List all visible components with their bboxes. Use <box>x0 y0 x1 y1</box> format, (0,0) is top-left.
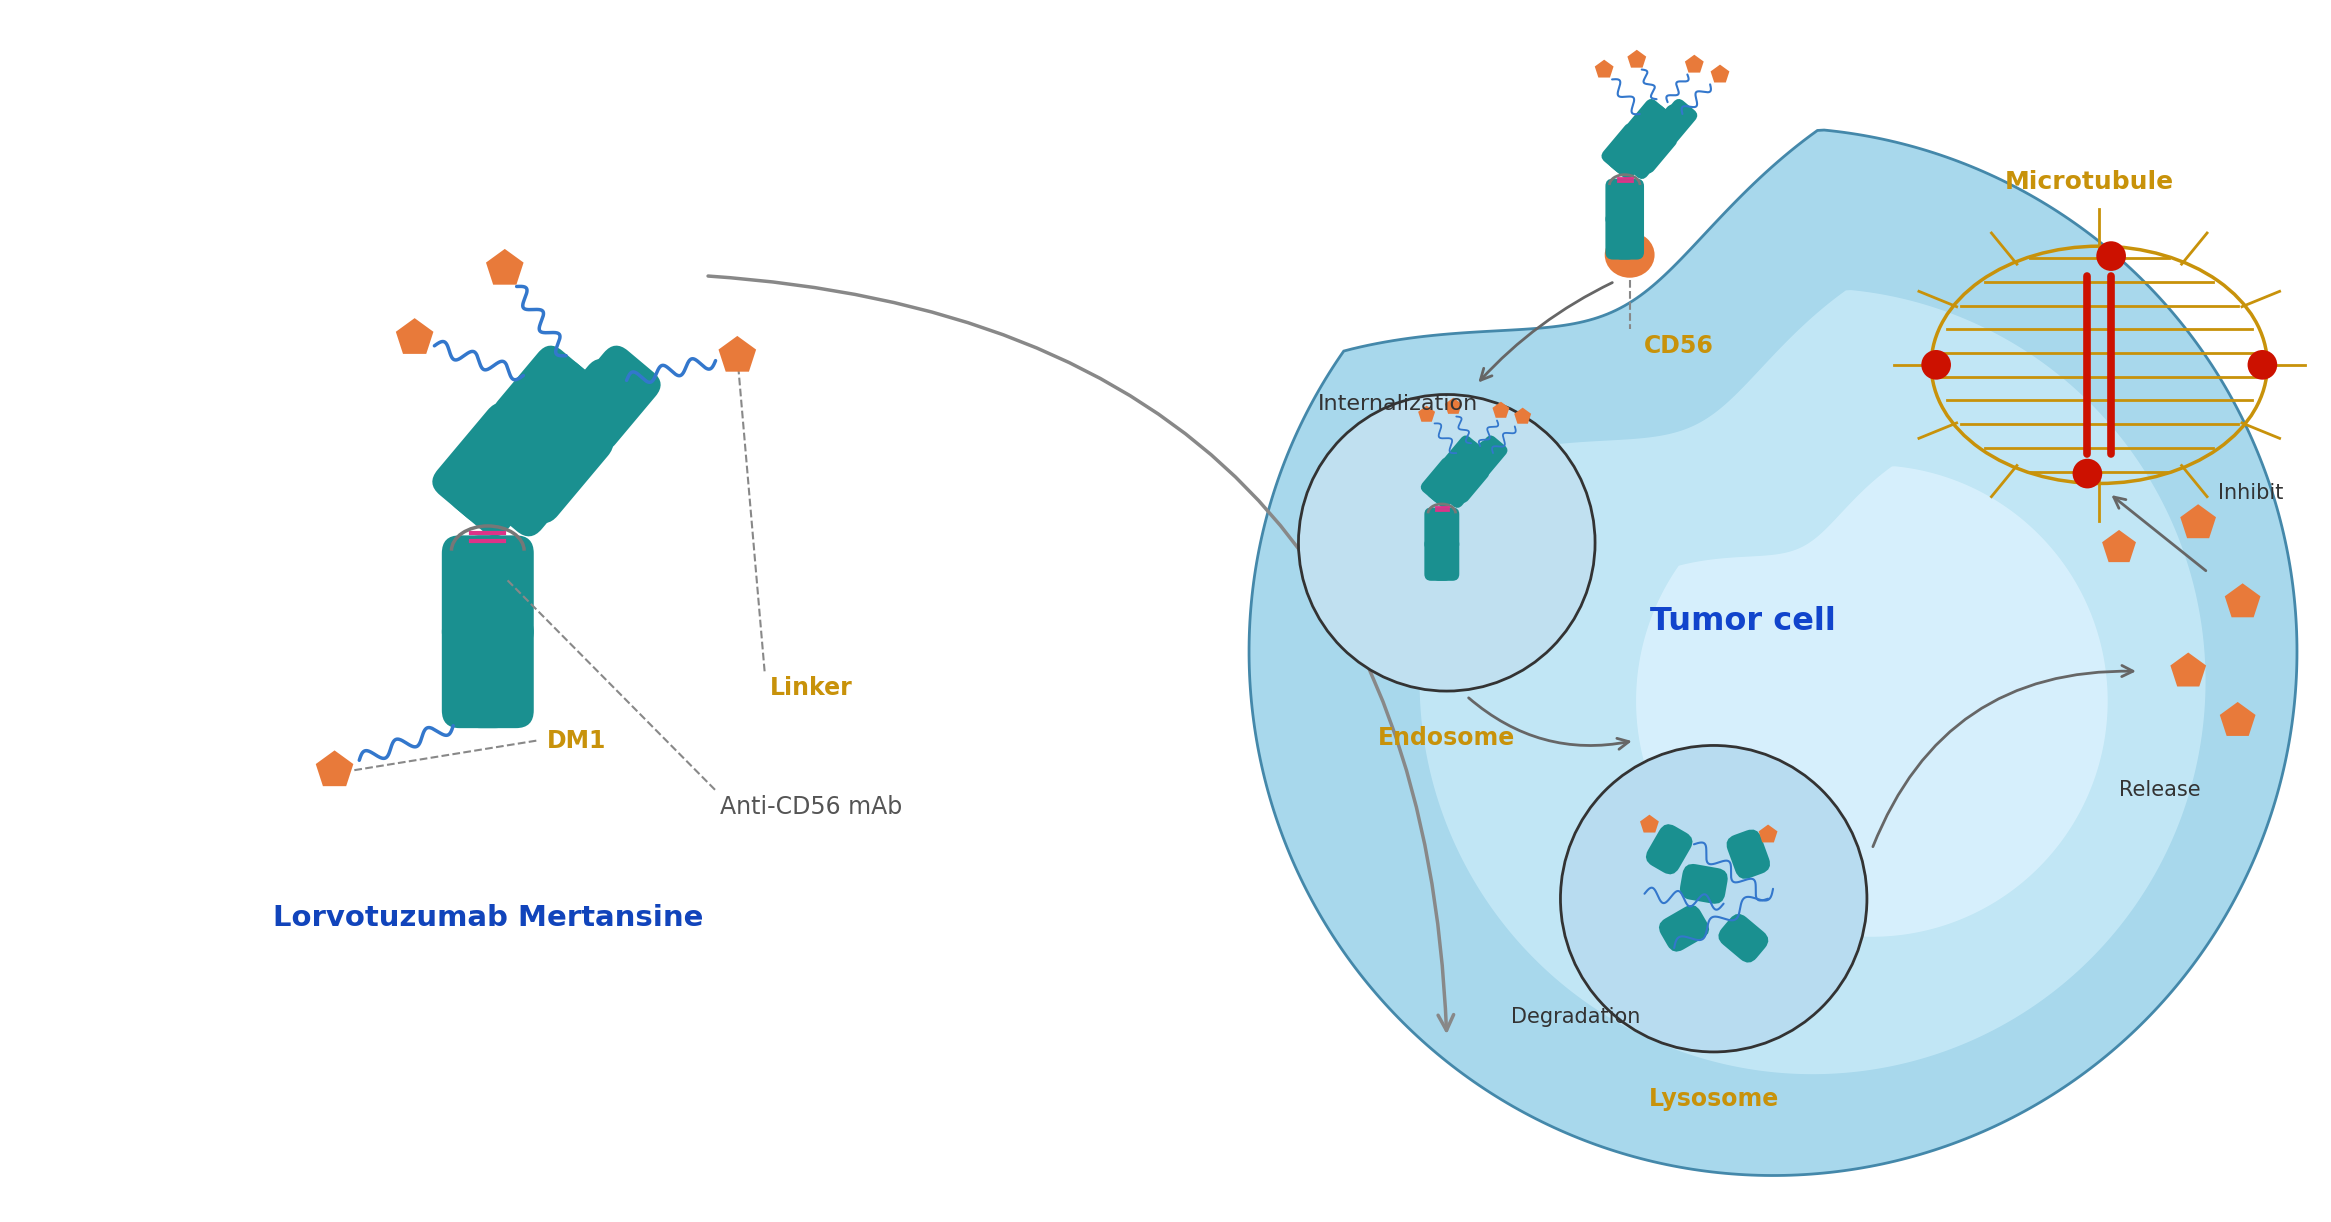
FancyBboxPatch shape <box>1727 830 1769 879</box>
FancyBboxPatch shape <box>1601 123 1650 174</box>
Text: Lorvotuzumab Mertansine: Lorvotuzumab Mertansine <box>273 904 704 932</box>
Polygon shape <box>1249 130 2296 1176</box>
FancyBboxPatch shape <box>1431 507 1459 551</box>
Text: Endosome: Endosome <box>1378 726 1515 749</box>
FancyBboxPatch shape <box>1431 538 1459 580</box>
Polygon shape <box>1445 397 1462 414</box>
FancyBboxPatch shape <box>443 615 513 728</box>
Polygon shape <box>2219 701 2256 736</box>
FancyBboxPatch shape <box>543 359 646 464</box>
FancyBboxPatch shape <box>559 346 660 451</box>
FancyBboxPatch shape <box>1450 440 1490 480</box>
Text: CD56: CD56 <box>1643 334 1713 358</box>
Polygon shape <box>1417 406 1436 422</box>
FancyBboxPatch shape <box>1646 824 1692 875</box>
Text: Inhibit: Inhibit <box>2217 484 2284 503</box>
FancyBboxPatch shape <box>1469 435 1508 475</box>
Polygon shape <box>1758 825 1779 842</box>
FancyBboxPatch shape <box>1613 211 1643 259</box>
FancyBboxPatch shape <box>1606 211 1636 259</box>
Polygon shape <box>396 318 434 354</box>
Polygon shape <box>1420 290 2205 1074</box>
FancyBboxPatch shape <box>1462 440 1501 480</box>
Text: Internalization: Internalization <box>1319 395 1478 414</box>
Text: DM1: DM1 <box>548 728 606 753</box>
Text: Degradation: Degradation <box>1510 1007 1641 1028</box>
FancyBboxPatch shape <box>499 402 613 523</box>
FancyBboxPatch shape <box>483 415 597 536</box>
Polygon shape <box>1627 50 1646 67</box>
Circle shape <box>2096 241 2126 271</box>
FancyBboxPatch shape <box>1606 178 1636 226</box>
Circle shape <box>2072 458 2103 489</box>
Polygon shape <box>1492 402 1510 418</box>
FancyBboxPatch shape <box>1627 99 1669 143</box>
FancyBboxPatch shape <box>508 359 611 464</box>
FancyBboxPatch shape <box>462 615 534 728</box>
Circle shape <box>1298 395 1594 692</box>
FancyBboxPatch shape <box>1427 462 1471 508</box>
Circle shape <box>2247 349 2277 380</box>
FancyBboxPatch shape <box>431 402 548 523</box>
FancyBboxPatch shape <box>1681 864 1727 904</box>
FancyBboxPatch shape <box>443 535 513 649</box>
FancyBboxPatch shape <box>1443 435 1483 475</box>
Polygon shape <box>1685 55 1704 72</box>
FancyBboxPatch shape <box>492 346 594 451</box>
FancyBboxPatch shape <box>1622 128 1671 180</box>
FancyBboxPatch shape <box>1629 123 1678 174</box>
FancyBboxPatch shape <box>1634 105 1676 149</box>
FancyBboxPatch shape <box>1660 906 1709 952</box>
FancyBboxPatch shape <box>1718 914 1769 963</box>
Polygon shape <box>2103 530 2135 562</box>
FancyBboxPatch shape <box>448 415 564 536</box>
Text: Anti-CD56 mAb: Anti-CD56 mAb <box>720 794 902 819</box>
Circle shape <box>1921 349 1951 380</box>
Polygon shape <box>1636 467 2107 937</box>
FancyBboxPatch shape <box>462 535 534 649</box>
FancyBboxPatch shape <box>1608 128 1657 180</box>
Polygon shape <box>2170 653 2205 687</box>
Circle shape <box>1559 745 1867 1052</box>
FancyBboxPatch shape <box>1445 457 1490 502</box>
Polygon shape <box>1641 815 1660 832</box>
FancyBboxPatch shape <box>1655 99 1697 143</box>
FancyBboxPatch shape <box>1424 538 1452 580</box>
Text: Microtubule: Microtubule <box>2005 170 2175 194</box>
Polygon shape <box>485 249 524 285</box>
FancyBboxPatch shape <box>1424 507 1452 551</box>
Polygon shape <box>315 750 354 786</box>
FancyBboxPatch shape <box>1420 457 1464 502</box>
Polygon shape <box>2224 583 2261 617</box>
Polygon shape <box>1711 65 1730 82</box>
Polygon shape <box>1515 408 1531 424</box>
Text: Linker: Linker <box>769 676 853 700</box>
Text: Release: Release <box>2119 780 2200 800</box>
Text: Lysosome: Lysosome <box>1648 1086 1779 1111</box>
FancyBboxPatch shape <box>1613 178 1643 226</box>
Polygon shape <box>1594 60 1613 77</box>
Polygon shape <box>2179 505 2217 538</box>
FancyBboxPatch shape <box>1648 105 1690 149</box>
Ellipse shape <box>1604 232 1655 277</box>
FancyBboxPatch shape <box>1441 462 1483 508</box>
Text: Tumor cell: Tumor cell <box>1650 606 1837 638</box>
Polygon shape <box>718 336 755 371</box>
